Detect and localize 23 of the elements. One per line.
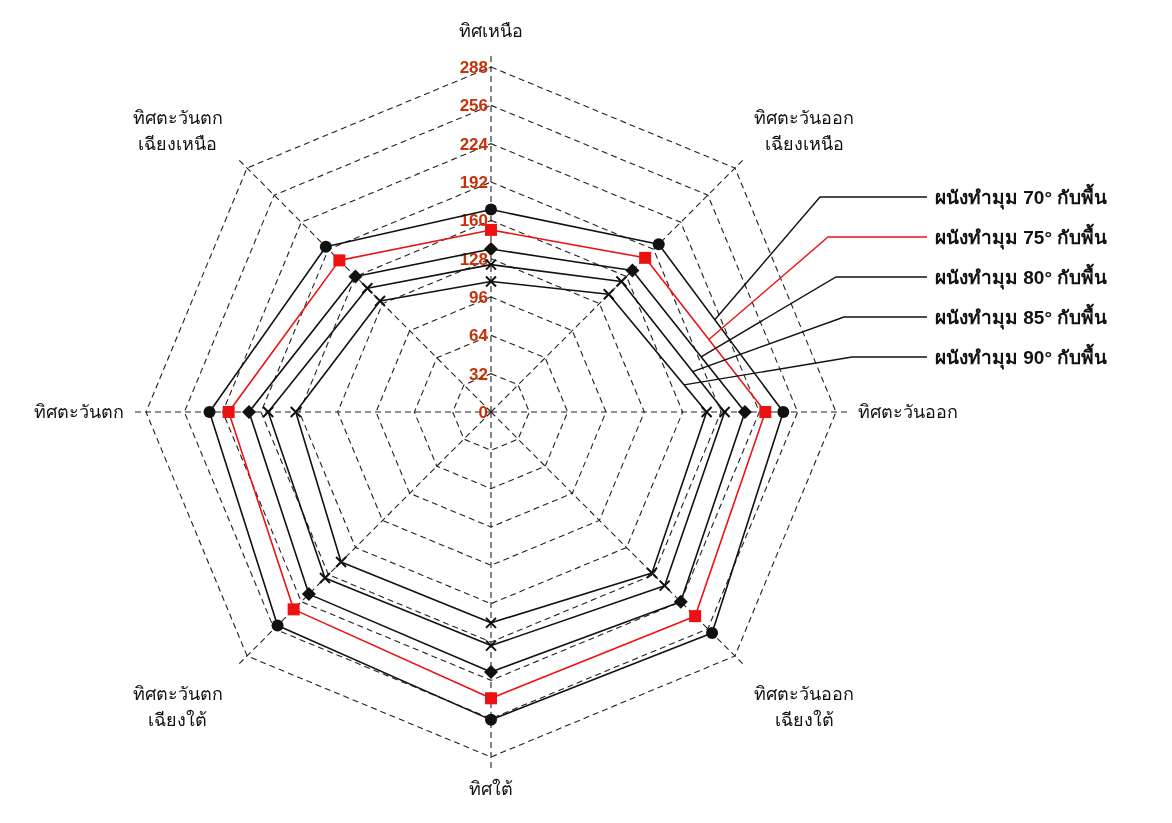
spoke-label: ทิศตะวันตก เฉียงใต้ [132, 684, 223, 731]
y-tick-label: 192 [459, 173, 488, 192]
y-tick-label: 288 [459, 58, 488, 77]
text: ผนังทำมุม 90° กับพื้น [935, 343, 1108, 370]
spoke-label: ทิศตะวันตก เฉียงเหนือ [132, 107, 223, 154]
y-tick-label: 256 [459, 96, 488, 116]
spoke-label: ทิศตะวันตก [34, 402, 124, 422]
y-tick-label: 160 [459, 211, 488, 231]
spoke-label: ทิศตะวันออก เฉียงเหนือ [754, 107, 855, 154]
text: ผนังทำมุม 70° กับพื้น [935, 183, 1108, 210]
y-tick-label: 128 [459, 249, 488, 269]
y-tick-label: 96 [469, 288, 488, 307]
spoke-label: ทิศตะวันออก [858, 402, 958, 422]
text: ผนังทำมุม 80° กับพื้น [935, 263, 1108, 290]
spoke-label: ทิศเหนือ [459, 21, 523, 41]
y-tick-label: 224 [459, 134, 489, 154]
spoke-label: ทิศตะวันออก เฉียงใต้ [754, 684, 855, 731]
text: ผนังทำมุม 85° กับพื้น [935, 303, 1108, 330]
text: ผนังทำมุม 75° กับพื้น [935, 223, 1108, 250]
spoke-label: ทิศใต้ [469, 778, 513, 799]
y-tick-label: 32 [469, 364, 488, 384]
y-tick-label: 64 [469, 326, 489, 346]
y-tick-label: 0 [478, 403, 488, 422]
